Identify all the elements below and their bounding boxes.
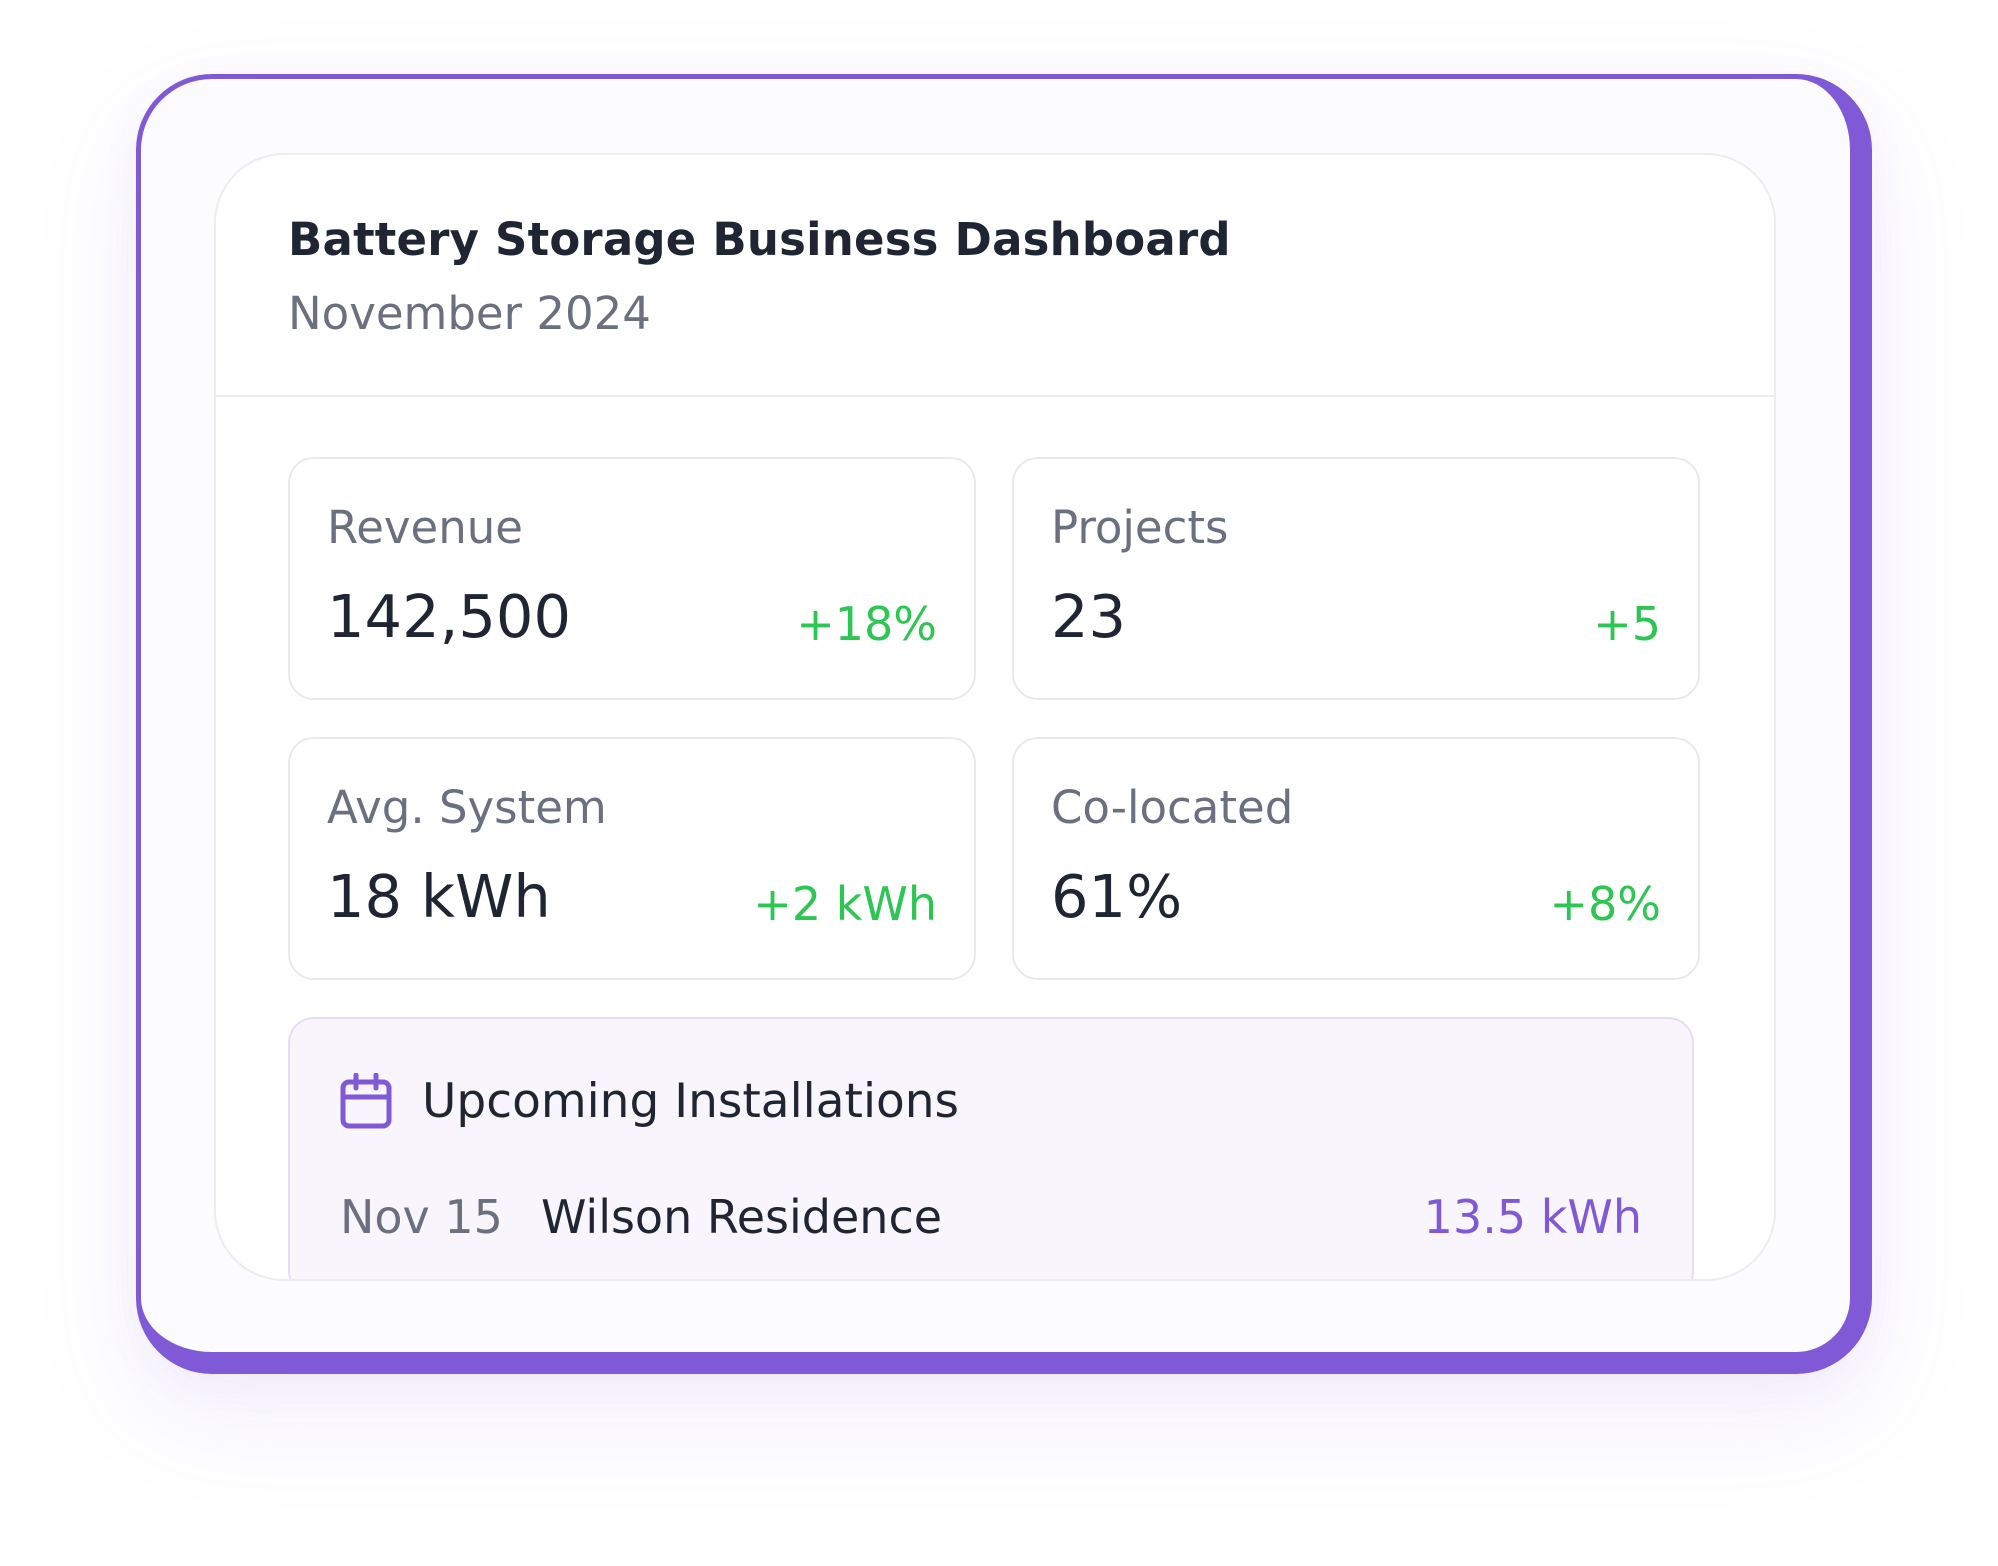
installation-date: Nov 15 [340,1190,503,1244]
installations-header: Upcoming Installations [340,1073,959,1129]
page-title: Battery Storage Business Dashboard [288,213,1231,266]
upcoming-installations-panel: Upcoming Installations Nov 15 Wilson Res… [288,1017,1694,1279]
stat-value: 61% [1051,862,1183,931]
stat-card-projects: Projects 23 +5 [1012,457,1700,700]
stat-label: Revenue [327,501,523,554]
calendar-icon [340,1073,392,1129]
installations-title: Upcoming Installations [422,1073,960,1129]
stat-delta: +18% [796,597,937,651]
stat-label: Co-located [1051,781,1294,834]
installation-name: Wilson Residence [540,1190,943,1244]
stat-value: 23 [1051,582,1127,651]
stat-card-revenue: Revenue 142,500 +18% [288,457,976,700]
dashboard-card: Battery Storage Business Dashboard Novem… [214,153,1776,1281]
stat-delta: +8% [1549,877,1661,931]
stat-card-co-located: Co-located 61% +8% [1012,737,1700,980]
stat-delta: +5 [1593,597,1661,651]
stat-delta: +2 kWh [753,877,937,931]
stat-label: Avg. System [327,781,607,834]
stat-value: 142,500 [327,582,571,651]
dashboard-header: Battery Storage Business Dashboard Novem… [216,155,1774,397]
stat-card-avg-system: Avg. System 18 kWh +2 kWh [288,737,976,980]
stat-label: Projects [1051,501,1229,554]
installation-row[interactable]: Nov 15 Wilson Residence 13.5 kWh [340,1187,1642,1247]
page-subtitle: November 2024 [288,287,651,340]
installation-capacity: 13.5 kWh [1423,1190,1642,1244]
stat-value: 18 kWh [327,862,551,931]
